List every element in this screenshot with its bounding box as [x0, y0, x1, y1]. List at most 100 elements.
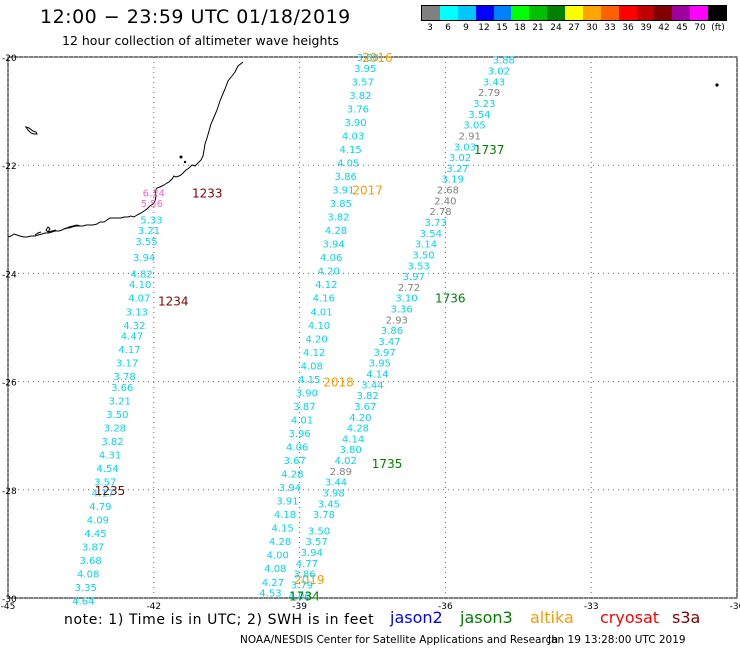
color-scale-labels: 3 6 9 12 15 18 21 24 27 30 33 36 39 42 45 70 (ft)	[421, 21, 727, 35]
swh-value: 3.35	[75, 583, 97, 594]
swh-value: 4.01	[310, 307, 332, 318]
pass-time-label: 1736	[435, 292, 466, 306]
color-scale-label: 70	[694, 23, 706, 33]
satellite-legend-jason2: jason2	[390, 608, 443, 627]
swh-value: 3.94	[279, 483, 301, 494]
swh-value: 3.21	[109, 397, 131, 408]
swh-value: 2.68	[437, 186, 459, 197]
offshore-island	[45, 226, 51, 233]
swh-value: 4.02	[335, 456, 357, 467]
swh-value: 3.94	[301, 548, 323, 559]
swh-value: 3.50	[412, 250, 434, 261]
swh-value: 3.87	[82, 543, 104, 554]
color-swatch	[654, 6, 673, 20]
swh-value: 3.91	[332, 186, 354, 197]
swh-value: 3.27	[446, 164, 468, 175]
swh-value: 3.90	[296, 388, 318, 399]
swh-value: 4.12	[303, 348, 325, 359]
swh-value: 3.97	[403, 272, 425, 283]
swh-value: 4.08	[77, 570, 99, 581]
swh-value: 3.57	[352, 77, 374, 88]
color-scale-label: 39	[640, 23, 652, 33]
track-altika: 3.803.953.573.823.763.904.034.154.053.86…	[259, 51, 392, 600]
color-swatch	[422, 6, 440, 20]
brazil-coastline	[7, 61, 244, 238]
axis-tick-labels: -20-22-24-26-28-30-45-42-39-36-33-30	[1, 54, 740, 612]
pass-time-label: 2018	[323, 376, 354, 390]
swh-value: 5.56	[141, 199, 163, 210]
swh-value: 3.05	[463, 121, 485, 132]
longitude-tick-label: -36	[438, 602, 453, 612]
satellite-legend-altika: altika	[530, 608, 574, 627]
swh-value: 3.95	[354, 64, 376, 75]
swh-value: 3.57	[94, 478, 116, 489]
island-dot-3	[183, 160, 187, 164]
swh-value: 3.57	[305, 537, 327, 548]
swh-value: 3.54	[468, 110, 490, 121]
pass-time-label: 1234	[158, 294, 189, 308]
swh-value: 3.94	[322, 240, 344, 251]
swh-value: 3.50	[106, 410, 128, 421]
swh-value: 3.87	[293, 402, 315, 413]
color-swatch	[547, 6, 565, 20]
swh-value: 3.28	[104, 424, 126, 435]
swh-value: 2.72	[398, 283, 420, 294]
altimeter-tracks: 6.245.565.333.213.553.944.824.104.073.13…	[72, 51, 515, 608]
swh-value: 2.78	[429, 207, 451, 218]
color-scale-label: 30	[586, 23, 598, 33]
swh-value: 4.15	[298, 375, 320, 386]
swh-value: 3.23	[473, 99, 495, 110]
credit-line: NOAA/NESDIS Center for Satellite Applica…	[240, 634, 558, 646]
swh-value: 3.53	[408, 261, 430, 272]
longitude-tick-label: -39	[292, 602, 307, 612]
color-swatch	[690, 6, 708, 20]
longitude-tick-label: -45	[1, 602, 16, 612]
color-scale-swatches	[421, 5, 727, 21]
swh-value: 3.21	[138, 226, 160, 237]
swh-value: 4.17	[118, 345, 140, 356]
swh-value: 3.82	[349, 91, 371, 102]
swh-value: 2.89	[330, 467, 352, 478]
swh-value: 4.79	[89, 502, 111, 513]
swh-value: 4.53	[259, 589, 281, 600]
color-scale-label: 36	[622, 23, 634, 33]
island-dot	[715, 83, 719, 87]
latitude-tick-label: -28	[2, 487, 17, 497]
swh-value: 6.24	[143, 188, 165, 199]
satellite-legend-jason3: jason3	[460, 608, 513, 627]
swh-value: 3.03	[454, 142, 476, 153]
color-scale-label: 15	[496, 23, 508, 33]
swh-value: 3.78	[114, 372, 136, 383]
swh-value: 2.79	[478, 88, 500, 99]
swh-value: 3.82	[357, 391, 379, 402]
color-scale-label: (ft)	[711, 23, 725, 33]
swh-value: 4.20	[349, 413, 371, 424]
longitude-tick-label: -30	[730, 602, 740, 612]
color-scale-label: 45	[676, 23, 688, 33]
swh-value: 4.28	[281, 470, 303, 481]
color-scale-label: 6	[445, 23, 451, 33]
swh-value: 3.50	[308, 526, 330, 537]
map-grid	[7, 56, 738, 599]
swh-value: 3.76	[347, 104, 369, 115]
swh-value: 4.82	[131, 269, 153, 280]
color-scale-label: 42	[658, 23, 670, 33]
pass-time-label: 1235	[95, 484, 126, 498]
swh-value: 4.06	[288, 591, 310, 602]
swh-value: 4.15	[271, 524, 293, 535]
swh-value: 3.82	[101, 437, 123, 448]
pass-time-label: 1734	[289, 589, 320, 603]
satellite-legend-cryosat: cryosat	[600, 608, 660, 627]
pass-time-label: 2017	[352, 184, 383, 198]
color-scale-label: 24	[550, 23, 562, 33]
map-frame	[7, 56, 738, 599]
swh-value: 3.14	[415, 240, 437, 251]
swh-value: 4.03	[342, 131, 364, 142]
swh-value: 3.86	[335, 172, 357, 183]
swh-value: 4.14	[342, 434, 364, 445]
pass-time-label: 2016	[362, 51, 393, 65]
swh-value: 4.10	[129, 280, 151, 291]
swh-value: 3.19	[442, 175, 464, 186]
color-swatch	[708, 6, 726, 20]
